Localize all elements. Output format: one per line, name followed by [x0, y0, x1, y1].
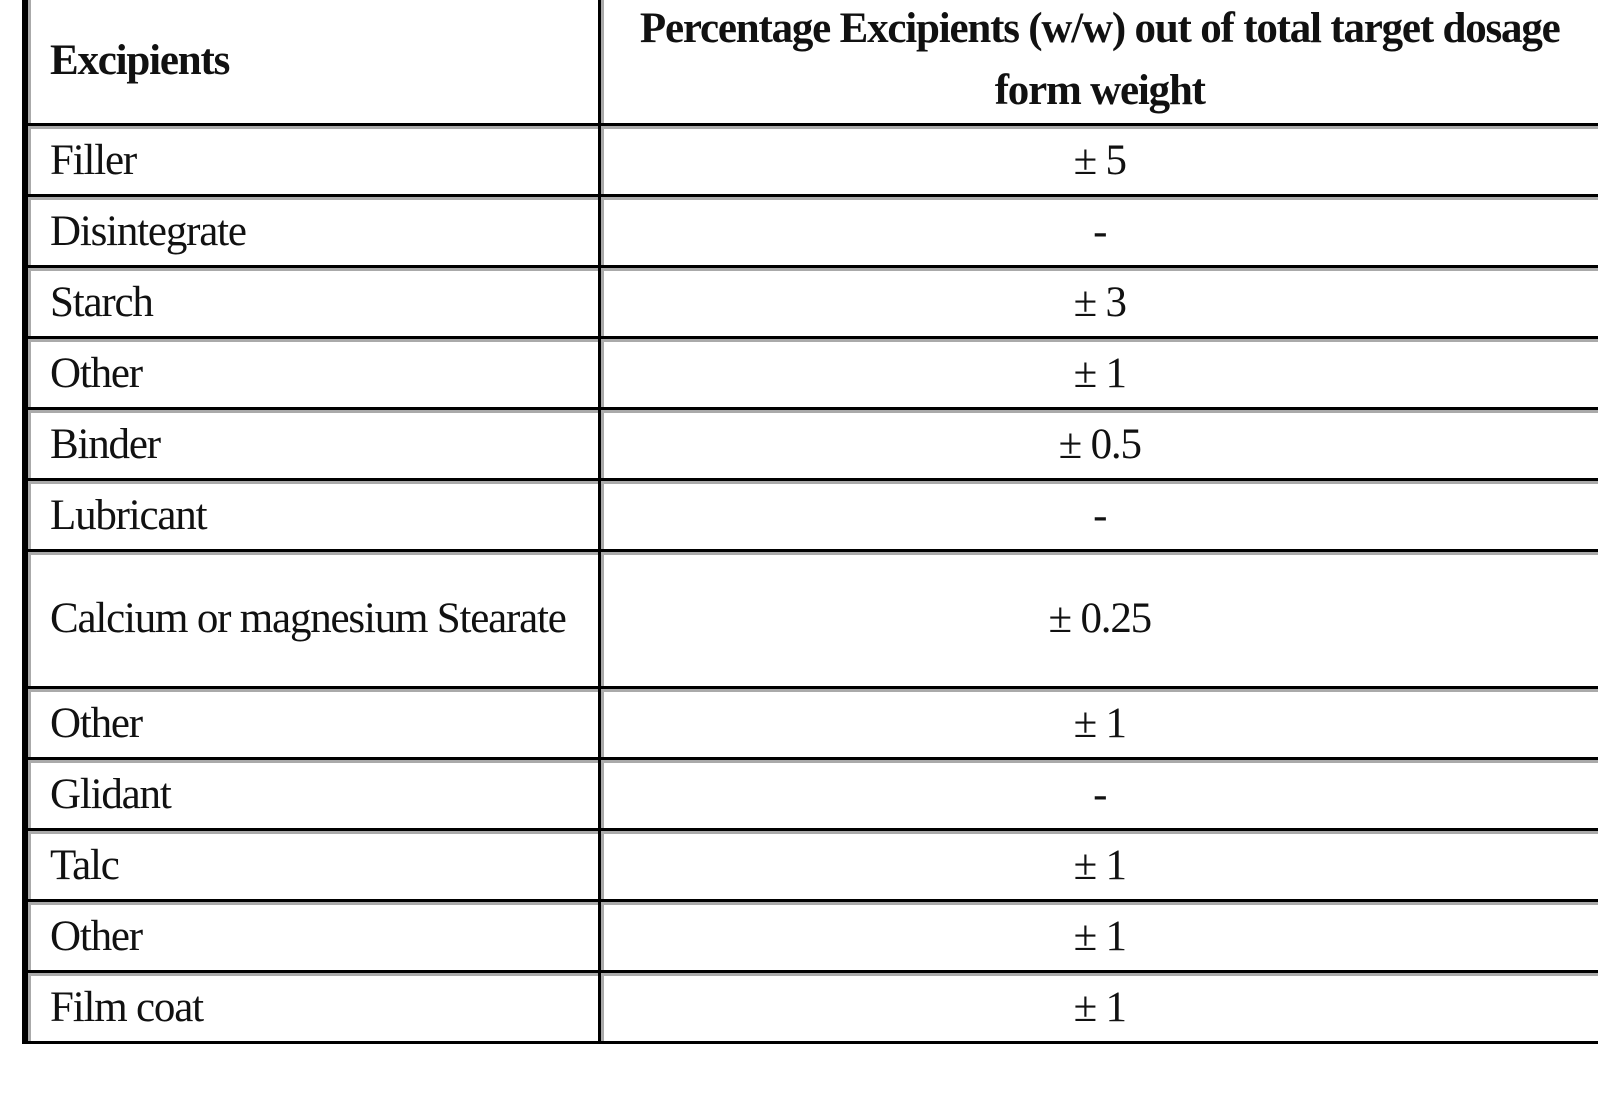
percentage-cell: ± 3: [598, 265, 1598, 336]
percentage-cell: ± 1: [598, 336, 1598, 407]
excipient-name-cell: Other: [25, 899, 599, 970]
excipient-name-cell: Disintegrate: [25, 194, 599, 265]
percentage-cell: ± 0.5: [598, 407, 1598, 478]
percentage-cell: ± 1: [598, 899, 1598, 970]
table-row: Filler ± 5: [25, 123, 1598, 194]
excipient-name-cell: Binder: [25, 407, 599, 478]
percentage-cell: ± 1: [598, 686, 1598, 757]
excipient-name-cell: Calcium or magnesium Stearate: [25, 549, 599, 686]
percentage-cell: -: [598, 478, 1598, 549]
percentage-cell: ± 1: [598, 828, 1598, 899]
excipient-name-cell: Film coat: [25, 970, 599, 1041]
table-row: Binder ± 0.5: [25, 407, 1598, 478]
percentage-cell: ± 0.25: [598, 549, 1598, 686]
excipient-name-cell: Filler: [25, 123, 599, 194]
table-row: Other ± 1: [25, 686, 1598, 757]
header-row: Excipients Percentage Excipients (w/w) o…: [25, 0, 1598, 123]
excipients-table: Excipients Percentage Excipients (w/w) o…: [22, 0, 1598, 1044]
excipient-name-cell: Lubricant: [25, 478, 599, 549]
percentage-cell: -: [598, 194, 1598, 265]
table-row: Glidant -: [25, 757, 1598, 828]
excipient-name-cell: Other: [25, 686, 599, 757]
header-excipients: Excipients: [25, 0, 598, 123]
table-row: Film coat ± 1: [25, 970, 1598, 1041]
table-row: Calcium or magnesium Stearate ± 0.25: [25, 549, 1598, 686]
excipient-name-cell: Other: [25, 336, 599, 407]
excipient-name-cell: Talc: [25, 828, 599, 899]
header-percentage: Percentage Excipients (w/w) out of total…: [598, 0, 1598, 123]
table-row: Other ± 1: [25, 899, 1598, 970]
table-row: Starch ± 3: [25, 265, 1598, 336]
percentage-cell: ± 1: [598, 970, 1598, 1041]
table-row: Talc ± 1: [25, 828, 1598, 899]
table-row: Disintegrate -: [25, 194, 1598, 265]
excipient-name-cell: Starch: [25, 265, 599, 336]
table-row: Lubricant -: [25, 478, 1598, 549]
excipient-name-cell: Glidant: [25, 757, 599, 828]
percentage-cell: ± 5: [598, 123, 1598, 194]
percentage-cell: -: [598, 757, 1598, 828]
table-row: Other ± 1: [25, 336, 1598, 407]
